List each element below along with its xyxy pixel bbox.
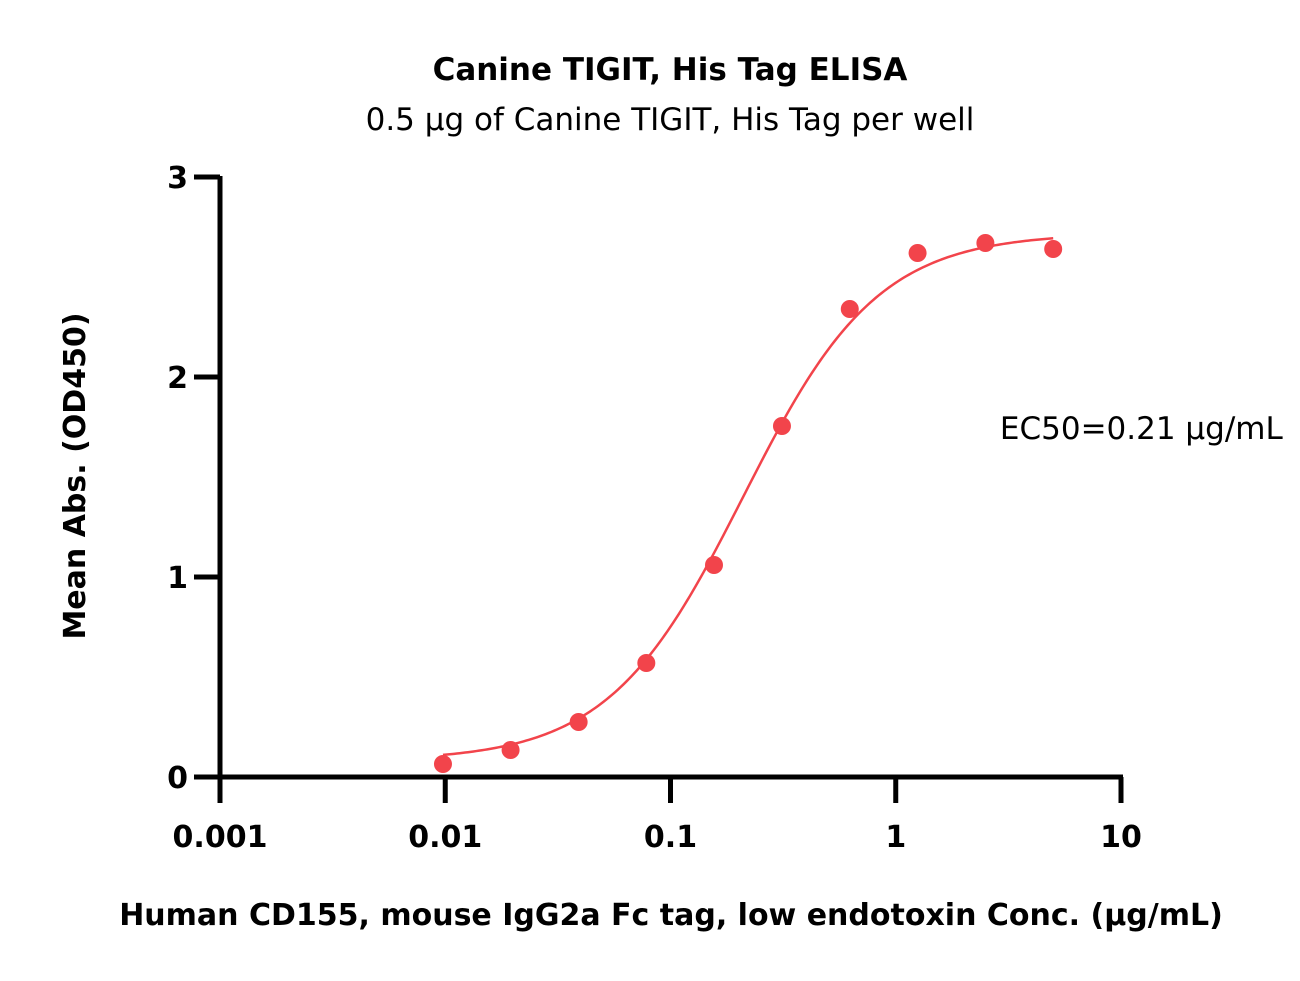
x-tick-label: 1 bbox=[885, 820, 906, 855]
data-point bbox=[1044, 240, 1063, 258]
x-tick-label: 10 bbox=[1100, 820, 1142, 855]
data-point bbox=[908, 244, 927, 262]
data-point bbox=[637, 654, 656, 672]
plot-area bbox=[433, 234, 1063, 773]
ec50-annotation: EC50=0.21 µg/mL bbox=[1000, 411, 1284, 447]
data-point bbox=[976, 234, 995, 252]
y-tick-label: 3 bbox=[167, 161, 188, 196]
fit-curve bbox=[442, 237, 1054, 757]
chart-subtitle: 0.5 µg of Canine TIGIT, His Tag per well bbox=[366, 102, 975, 138]
x-axis: 0.001 0.01 0.1 1 10 bbox=[173, 774, 1142, 855]
y-tick-label: 2 bbox=[167, 361, 188, 396]
x-tick-label: 0.001 bbox=[173, 820, 268, 855]
y-tick-label: 0 bbox=[167, 761, 188, 796]
x-axis-label: Human CD155, mouse IgG2a Fc tag, low end… bbox=[119, 898, 1223, 933]
data-point bbox=[705, 556, 724, 574]
x-tick-label: 0.01 bbox=[408, 820, 482, 855]
y-axis-label: Mean Abs. (OD450) bbox=[58, 312, 93, 639]
x-ticks: 0.001 0.01 0.1 1 10 bbox=[173, 777, 1142, 855]
data-points bbox=[433, 234, 1063, 773]
y-ticks: 0 1 2 3 bbox=[167, 161, 220, 796]
y-tick-label: 1 bbox=[167, 561, 188, 596]
x-tick-label: 0.1 bbox=[644, 820, 697, 855]
chart-title: Canine TIGIT, His Tag ELISA bbox=[433, 52, 908, 88]
data-point bbox=[433, 755, 452, 773]
data-point bbox=[772, 417, 791, 435]
data-point bbox=[569, 713, 588, 731]
data-point bbox=[501, 741, 520, 759]
y-axis: 0 1 2 3 bbox=[167, 161, 223, 796]
data-point bbox=[840, 300, 859, 318]
